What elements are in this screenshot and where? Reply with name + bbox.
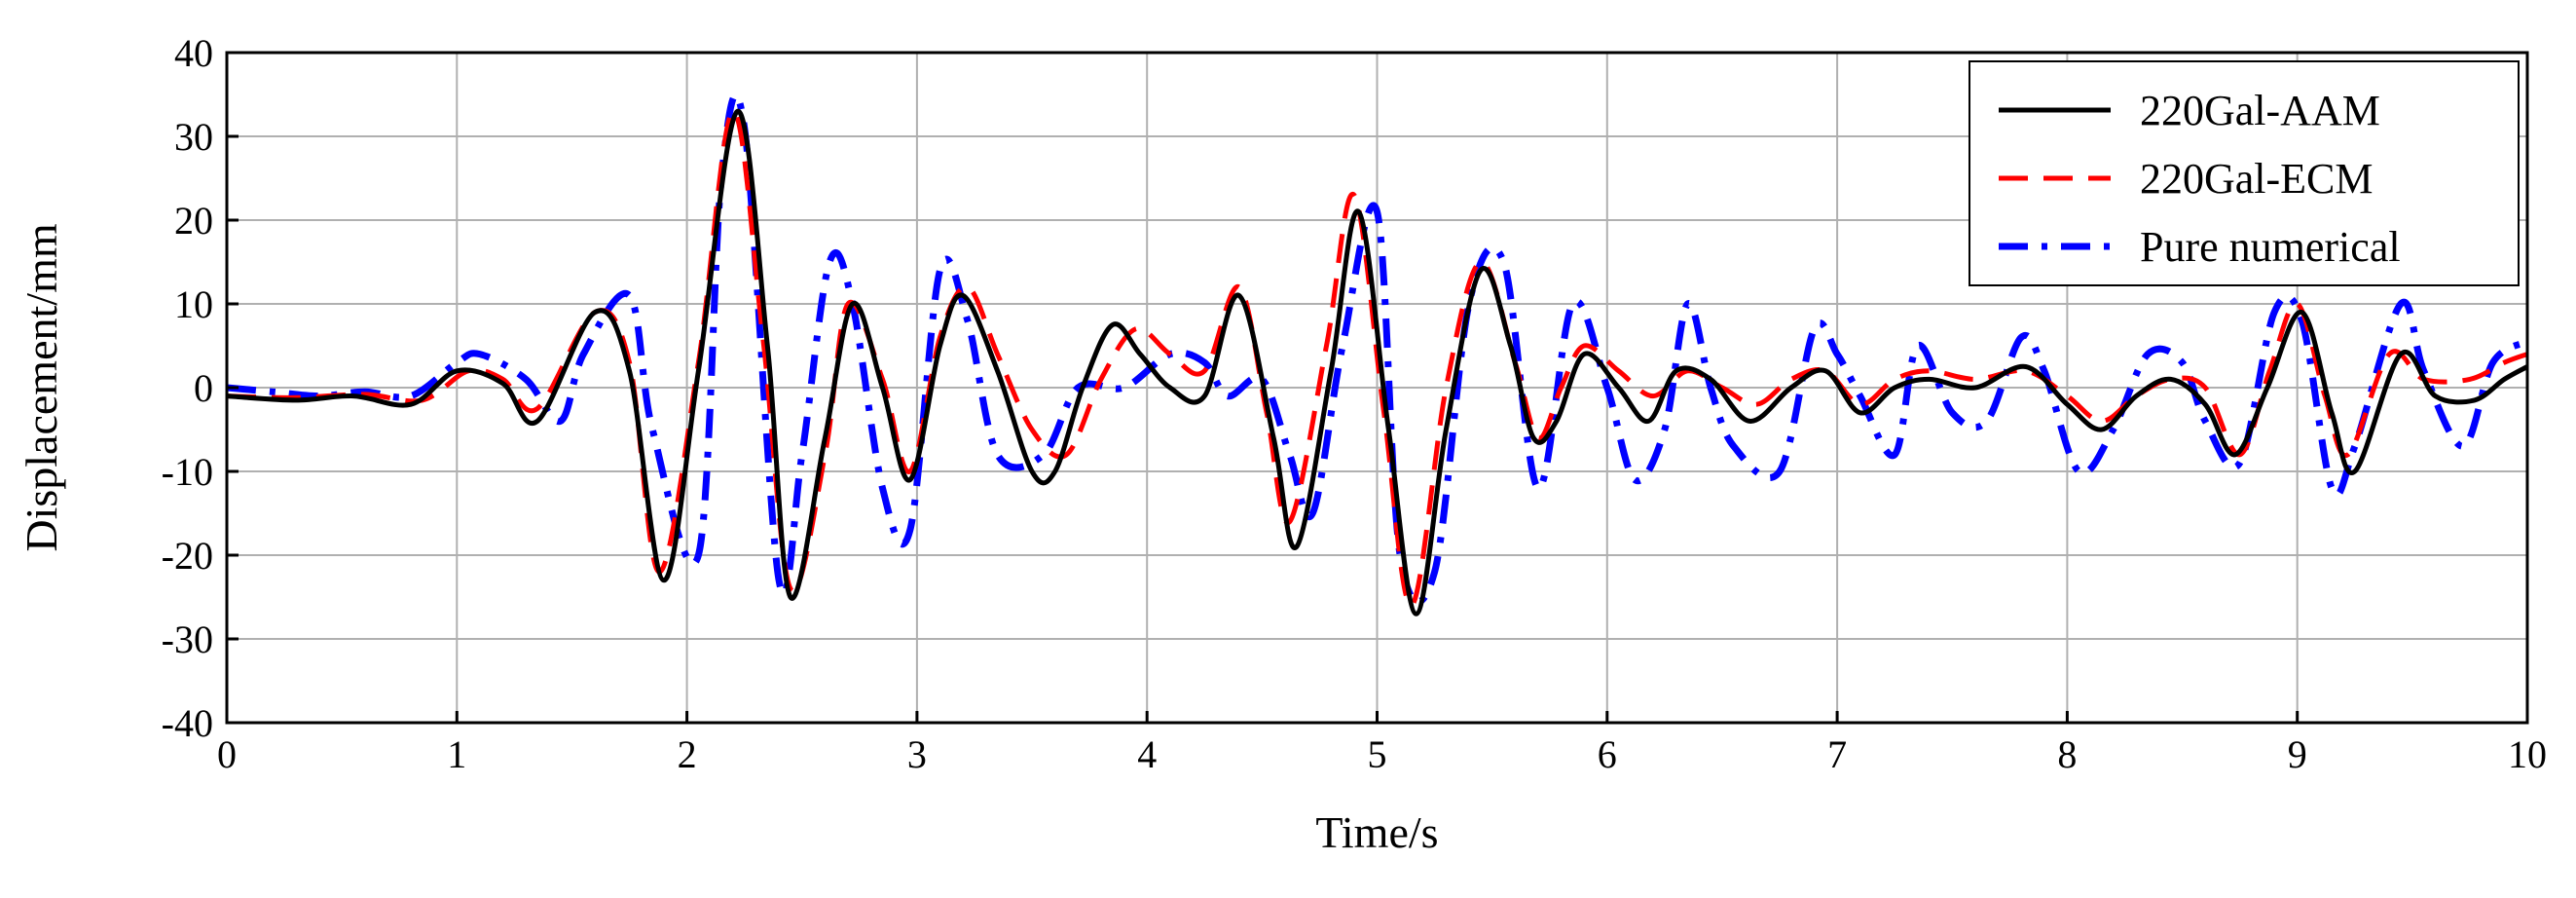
legend: 220Gal-AAM 220Gal-ECM Pure numerical (1969, 60, 2520, 286)
x-tick-label: 1 (447, 732, 466, 776)
y-tick-label: 20 (174, 199, 213, 243)
legend-label-ecm: 220Gal-ECM (2140, 155, 2374, 203)
x-axis-title: Time/s (1315, 807, 1438, 857)
x-tick-label: 9 (2288, 732, 2307, 776)
y-tick-label: -30 (162, 617, 213, 661)
y-tick-label: -40 (162, 701, 213, 745)
legend-label-aam: 220Gal-AAM (2140, 87, 2380, 134)
x-tick-label: 2 (678, 732, 697, 776)
x-tick-label: 5 (1368, 732, 1387, 776)
y-axis-ticks: 40 30 20 10 0 -10 -20 -30 -40 (162, 31, 239, 745)
x-tick-label: 6 (1598, 732, 1617, 776)
y-tick-label: 40 (174, 31, 213, 75)
series-layer (226, 92, 2529, 617)
x-tick-label: 4 (1137, 732, 1157, 776)
x-axis-ticks: 0 1 2 3 4 5 6 7 8 9 10 (217, 711, 2547, 776)
x-tick-label: 7 (1827, 732, 1847, 776)
x-tick-label: 0 (217, 732, 237, 776)
x-tick-label: 10 (2508, 732, 2547, 776)
legend-label-pure-numerical: Pure numerical (2140, 223, 2401, 271)
x-tick-label: 8 (2057, 732, 2077, 776)
series-line-aam (226, 108, 2529, 617)
series-line-ecm (226, 108, 2528, 609)
y-tick-label: 30 (174, 115, 213, 159)
y-axis-title: Displacement/mm (17, 223, 66, 551)
y-tick-label: -20 (162, 534, 213, 578)
y-tick-label: 10 (174, 282, 213, 326)
y-tick-label: 0 (194, 366, 213, 410)
y-tick-label: -10 (162, 450, 213, 494)
x-tick-label: 3 (907, 732, 927, 776)
